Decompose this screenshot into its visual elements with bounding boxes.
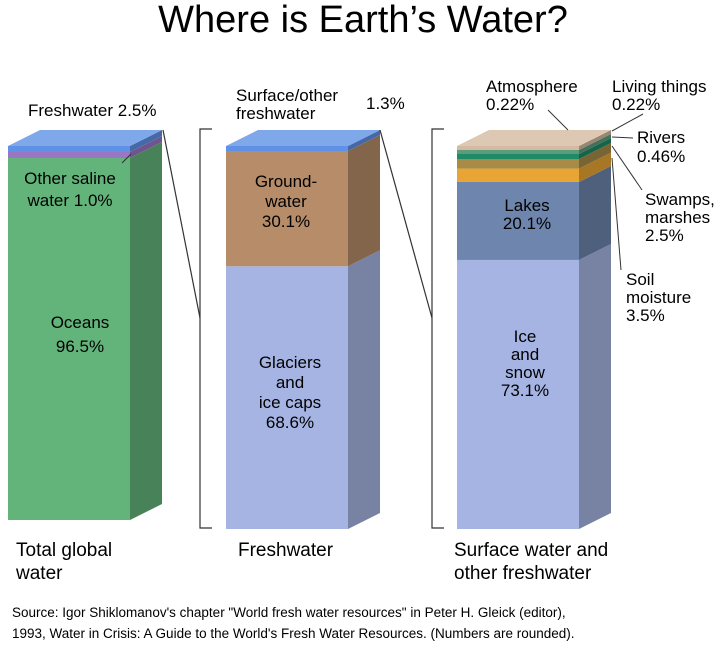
bar-2-segment-1-label-line: ice caps [259,393,321,412]
bar-2-segment-2-label-line: Ground- [255,172,317,191]
bar-2-segment-1-label: Glaciers and ice caps 68.6% [259,353,321,432]
bar-3-segment-6 [457,150,579,154]
connector-line-1 [162,129,201,319]
bar-3-segment-4-label-line: Swamps, [645,190,715,209]
leader-other-saline [121,153,132,164]
bar-2-segment-3-side [348,130,380,151]
bar-1-segment-1 [8,158,130,520]
bar-3-segment-5-label-line: 0.46% [637,147,685,166]
bar-1-segment-2-side [130,136,162,158]
bar-2-segment-2-label-line: 30.1% [262,212,310,231]
bar-3-segment-3-label-line: moisture [626,288,691,307]
bar-3-segment-5-side [579,138,611,159]
bar-3-segment-1-label: Ice and snow 73.1% [501,327,549,400]
source-note-line: Source: Igor Shiklomanov's chapter "Worl… [12,605,566,620]
bar-3-segment-6-label-line: 0.22% [612,95,660,114]
bar-3-segment-1 [457,259,579,529]
bar-3-segment-7-label-line: 0.22% [486,95,534,114]
bar-2-segment-3-label: Surface/other freshwater 1.3% [236,86,405,123]
bar-2-segment-2-side [348,135,380,267]
leader-living-things [611,113,644,132]
bar-1-segment-2-label: Other saline water 1.0% [24,169,116,210]
bar-3-segment-1-label-line: and [511,345,539,364]
category-label-1-line: water [15,563,63,584]
bar-3-segment-4-side [579,143,611,169]
bar-3-segment-2-label: Lakes 20.1% [503,196,551,233]
bar-3-segment-3-side [579,152,611,182]
bar-3-segment-2-label-line: 20.1% [503,214,551,233]
bar-3-segment-2-side [579,165,611,260]
bar-1-top-face [8,130,162,146]
category-label-3: Surface water and other freshwater [454,540,608,584]
bar-3-segment-6-label-line: Living things [612,77,707,96]
source-note: Source: Igor Shiklomanov's chapter "Worl… [12,605,575,641]
bar-3-segment-3-label-line: 3.5% [626,306,665,325]
bar-1-segment-3-label: Freshwater 2.5% [28,101,157,120]
category-label-3-line: other freshwater [454,563,592,584]
bar-2-segment-3 [226,146,348,151]
bracket-2 [431,128,444,529]
bar-3-segment-1-label-line: snow [505,363,545,382]
bar-3-segment-7-label: Atmosphere 0.22% [486,77,578,114]
bar-3-segment-3-label: Soil moisture 3.5% [626,270,691,325]
bar-3-segment-7-side [579,130,611,150]
bar-3-segment-1-side [579,243,611,530]
bar-2-segment-1 [226,266,348,529]
bar-2-segment-1-side [348,250,380,529]
bar-3-segment-4 [457,159,579,169]
bar-3-segment-3 [457,168,579,182]
bar-2-segment-2-label-line: water [264,192,307,211]
bar-1-segment-2-label-line: Other saline [24,169,116,188]
chart-title: Where is Earth’s Water? [158,0,568,41]
bar-2-segment-3-label-line: Surface/other [236,86,338,105]
bar-1-segment-3-side [130,130,162,152]
bar-1-segment-3-label-line: Freshwater 2.5% [28,101,157,120]
bar-1-segment-1-label-line: 96.5% [56,337,104,356]
category-label-3-line: Surface water and [454,540,608,561]
bar-3-segment-1-label-line: 73.1% [501,381,549,400]
bar-1-segment-2-label-line: water 1.0% [26,191,112,210]
category-label-1: Total global water [15,540,112,584]
connector-line-2 [379,129,433,319]
bar-3-segment-5-label-line: Rivers [637,128,685,147]
bar-2-segment-1-label-line: Glaciers [259,353,321,372]
bar-3-segment-5 [457,154,579,159]
bar-3-segment-4-label: Swamps, marshes 2.5% [645,190,715,245]
leader-rivers [611,136,634,139]
bar-1-segment-1-side [130,142,162,520]
bar-3-segment-3-label-line: Soil [626,270,654,289]
leader-soil-moisture [611,157,622,271]
leader-swamps [611,145,643,191]
bar-2-segment-2-label: Ground-water 30.1% [255,172,317,231]
bar-3-segment-4-label-line: 2.5% [645,226,684,245]
category-label-1-line: Total global [16,540,112,561]
bar-3-segment-2-label-line: Lakes [504,196,549,215]
bracket-1 [199,128,212,529]
bar-2-segment-1-label-line: and [276,373,304,392]
bar-3-segment-5-label: Rivers 0.46% [637,128,685,166]
bar-1-segment-2 [8,152,130,158]
bar-3-segment-1-label-line: Ice [514,327,537,346]
bar-3-segment-2 [457,181,579,260]
category-label-2: Freshwater [238,540,334,561]
bar-2-segment-3-label-line: 1.3% [366,94,405,113]
bar-3-segment-7-label-line: Atmosphere [486,77,578,96]
bar-3-segment-4-label-line: marshes [645,208,710,227]
bar-2-top-face [226,130,380,146]
bar-3-segment-7 [457,146,579,150]
bar-2-segment-2 [226,151,348,267]
bar-2-segment-1-label-line: 68.6% [266,413,314,432]
category-label-2-line: Freshwater [238,540,334,561]
bar-3-segment-6-side [579,134,611,154]
source-note-line: 1993, Water in Crisis: A Guide to the Wo… [12,626,575,641]
bar-1-segment-1-label: Oceans 96.5% [51,313,110,356]
bar-3-segment-6-label: Living things 0.22% [612,77,707,114]
bar-1-segment-1-label-line: Oceans [51,313,110,332]
bar-3-top-face [457,130,611,146]
leader-atmosphere [547,109,569,131]
bar-1-segment-3 [8,146,130,152]
bar-2-segment-3-label-line: freshwater [236,104,316,123]
